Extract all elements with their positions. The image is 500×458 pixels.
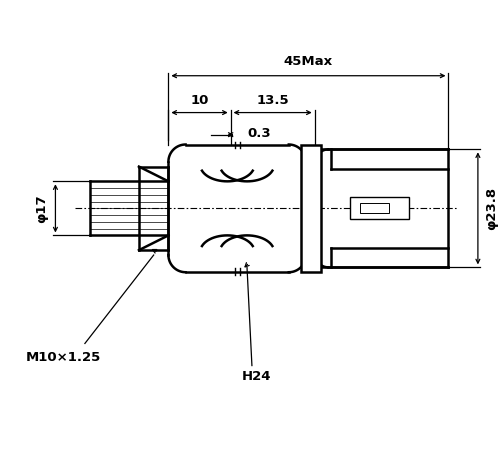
Text: 13.5: 13.5 [256, 94, 289, 107]
Bar [301, 145, 320, 272]
Text: 45Max: 45Max [284, 55, 333, 68]
Text: φ17: φ17 [35, 194, 48, 223]
Text: M10×1.25: M10×1.25 [26, 351, 101, 364]
Text: 0.3: 0.3 [248, 127, 272, 140]
Bar [360, 203, 390, 213]
Text: H24: H24 [242, 371, 272, 383]
Bar [350, 197, 409, 219]
Text: 10: 10 [190, 94, 208, 107]
Text: φ23.8: φ23.8 [486, 187, 498, 230]
